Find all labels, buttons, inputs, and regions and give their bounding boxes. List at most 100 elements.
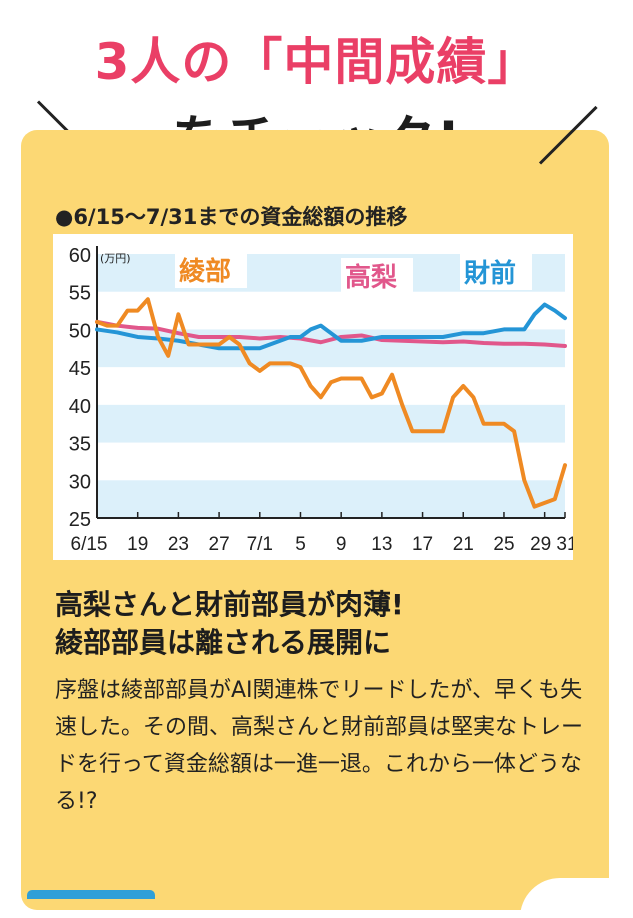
- x-tick-label: 6/15: [71, 534, 108, 555]
- data-point: [421, 430, 424, 432]
- data-point: [198, 343, 200, 346]
- data-point: [320, 396, 322, 398]
- data-point: [279, 336, 281, 338]
- data-point: [320, 341, 322, 343]
- data-point: [503, 328, 505, 331]
- data-point: [218, 347, 220, 349]
- data-point: [177, 332, 179, 334]
- data-point: [299, 366, 302, 368]
- data-point: [564, 317, 566, 319]
- data-point: [381, 336, 383, 338]
- series-label-bg: [175, 252, 247, 288]
- data-point: [432, 430, 434, 432]
- data-point: [483, 342, 485, 344]
- x-tick-label: 5: [295, 534, 306, 555]
- data-point: [544, 303, 546, 306]
- data-point: [289, 336, 291, 338]
- series-label: 財前: [464, 258, 516, 289]
- data-point: [259, 347, 261, 349]
- y-tick-label: 45: [69, 358, 91, 380]
- x-tick-label: 7/1: [247, 534, 273, 555]
- x-tick-label: 13: [371, 534, 392, 555]
- summary-title-line1: 高梨さんと財前部員が肉薄!: [55, 588, 404, 621]
- data-point: [320, 325, 322, 327]
- data-point: [249, 362, 251, 364]
- data-point: [259, 370, 261, 372]
- series-label-bg: [460, 254, 532, 290]
- data-point: [310, 328, 312, 331]
- data-point: [289, 362, 291, 364]
- data-point: [462, 332, 464, 334]
- data-point: [554, 498, 556, 500]
- data-point: [238, 336, 241, 338]
- data-point: [421, 340, 424, 343]
- y-tick-label: 35: [69, 434, 91, 456]
- data-point: [544, 502, 546, 504]
- data-point: [462, 340, 464, 343]
- data-point: [350, 377, 352, 380]
- data-point: [279, 340, 281, 342]
- chart-title: ●6/15〜7/31までの資金総額の推移: [55, 205, 408, 229]
- data-point: [137, 309, 139, 312]
- data-point: [228, 336, 230, 338]
- data-point: [381, 392, 383, 395]
- data-point: [564, 464, 566, 466]
- data-point: [340, 336, 342, 338]
- data-point: [360, 334, 363, 337]
- summary-title-line2: 綾部部員は離される展開に: [55, 626, 392, 659]
- data-point: [401, 336, 403, 338]
- data-point: [96, 321, 98, 323]
- data-point: [340, 377, 342, 380]
- data-point: [137, 327, 139, 329]
- data-point: [269, 362, 271, 364]
- series-label: 高梨: [345, 262, 397, 293]
- data-point: [299, 336, 302, 338]
- data-point: [513, 430, 515, 432]
- x-tick-label: 23: [168, 534, 189, 555]
- data-point: [503, 343, 505, 345]
- data-point: [96, 328, 98, 331]
- grid-band: [97, 480, 565, 518]
- y-tick-label: 25: [69, 509, 91, 531]
- data-point: [218, 336, 220, 338]
- data-point: [462, 385, 464, 387]
- data-point: [198, 336, 200, 338]
- y-tick-label: 50: [69, 320, 91, 342]
- data-point: [381, 339, 383, 341]
- line-chart: 60 55 50 45 40 35 30 25 (万円) 6/15 19 23 27 7/1 5 9 13 17 2…: [69, 245, 573, 555]
- footer-tab: [27, 890, 155, 899]
- data-point: [126, 309, 129, 312]
- series-label: 綾部: [179, 256, 231, 287]
- data-point: [167, 355, 169, 357]
- y-tick-label: 60: [69, 245, 91, 267]
- x-tick-label: 29: [530, 534, 551, 555]
- x-tick-label: 9: [336, 534, 347, 555]
- data-point: [483, 423, 485, 425]
- data-point: [421, 336, 424, 338]
- data-point: [208, 343, 210, 346]
- data-point: [177, 313, 179, 315]
- data-point: [218, 343, 220, 346]
- data-point: [503, 423, 505, 425]
- data-point: [391, 374, 393, 376]
- data-point: [360, 340, 363, 342]
- data-point: [452, 396, 454, 398]
- data-point: [371, 396, 373, 398]
- x-tick-label: 19: [127, 534, 148, 555]
- data-point: [116, 325, 118, 327]
- y-tick-label: 55: [69, 283, 91, 305]
- data-point: [330, 381, 332, 383]
- data-point: [401, 340, 403, 342]
- summary-body: 序盤は綾部部員がAI関連株でリードしたが、早くも失速した。その間、高梨さんと財前…: [55, 678, 584, 814]
- data-point: [544, 343, 546, 346]
- data-point: [310, 385, 312, 387]
- x-tick-label: 31: [556, 534, 573, 555]
- data-point: [533, 506, 536, 508]
- data-point: [442, 341, 444, 343]
- data-point: [533, 313, 536, 315]
- data-point: [106, 325, 108, 327]
- series-label-bg: [341, 258, 413, 294]
- x-tick-label: 27: [209, 534, 230, 555]
- y-tick-label: 30: [69, 471, 91, 493]
- data-point: [147, 298, 149, 300]
